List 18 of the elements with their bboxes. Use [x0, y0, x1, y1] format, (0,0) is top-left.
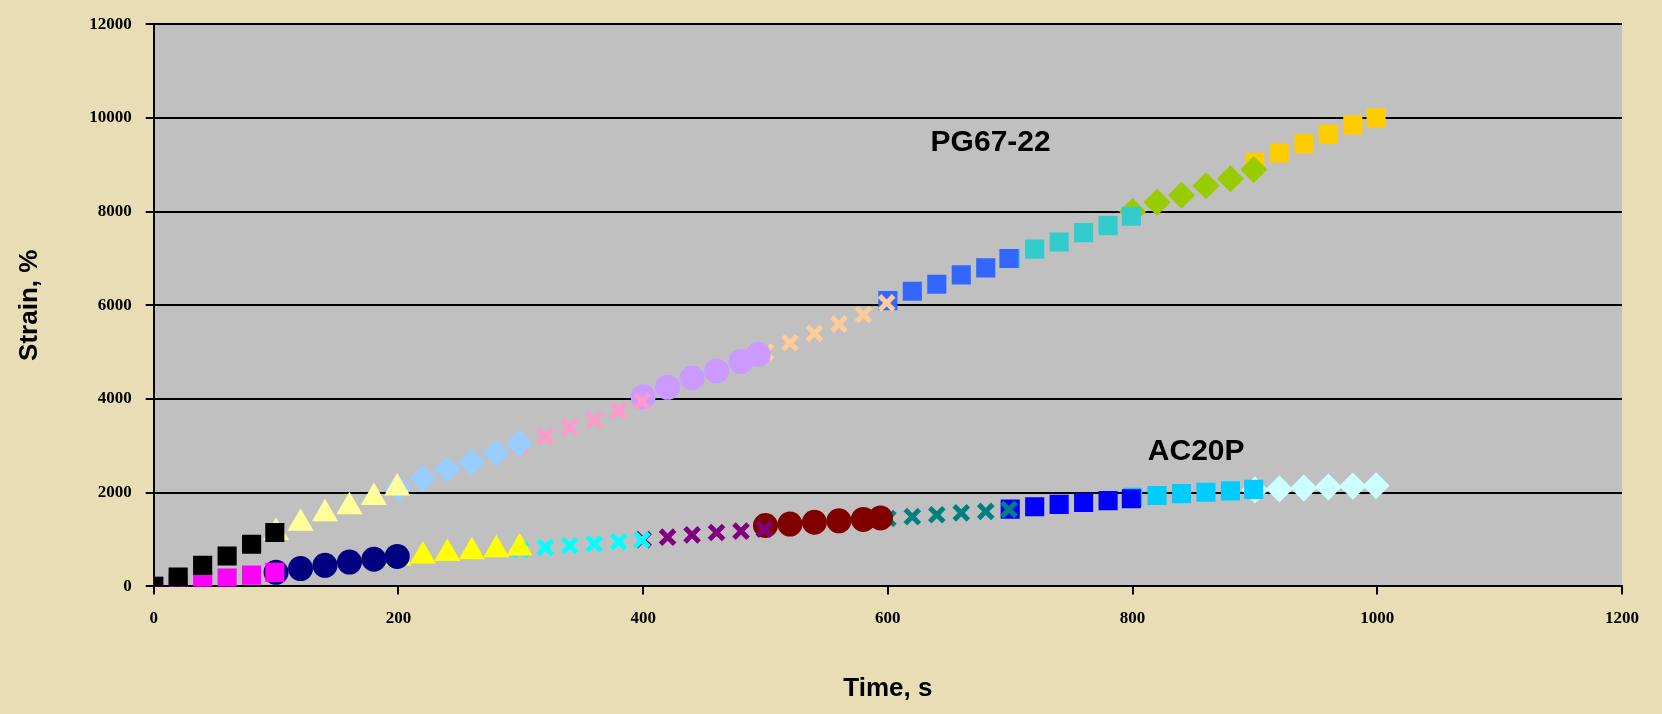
annotation: PG67-22: [930, 123, 1051, 157]
y-tick-label: 0: [123, 575, 132, 595]
y-axis-title: Strain, %: [12, 249, 43, 361]
y-tick-label: 6000: [97, 294, 132, 314]
y-tick-label: 4000: [97, 388, 132, 408]
x-tick-label: 0: [149, 607, 158, 627]
x-tick-label: 200: [385, 607, 412, 627]
y-tick-label: 10000: [89, 107, 132, 127]
x-tick-label: 800: [1119, 607, 1146, 627]
x-tick-label: 1200: [1605, 607, 1639, 627]
y-tick-label: 12000: [89, 13, 132, 33]
x-axis-title: Time, s: [843, 671, 933, 702]
x-tick-label: 1000: [1360, 607, 1395, 627]
y-tick-label: 2000: [97, 482, 132, 502]
annotation: AC20P: [1147, 432, 1245, 466]
x-tick-label: 400: [630, 607, 656, 627]
x-tick-label: 600: [875, 607, 901, 627]
y-tick-label: 8000: [97, 200, 132, 220]
